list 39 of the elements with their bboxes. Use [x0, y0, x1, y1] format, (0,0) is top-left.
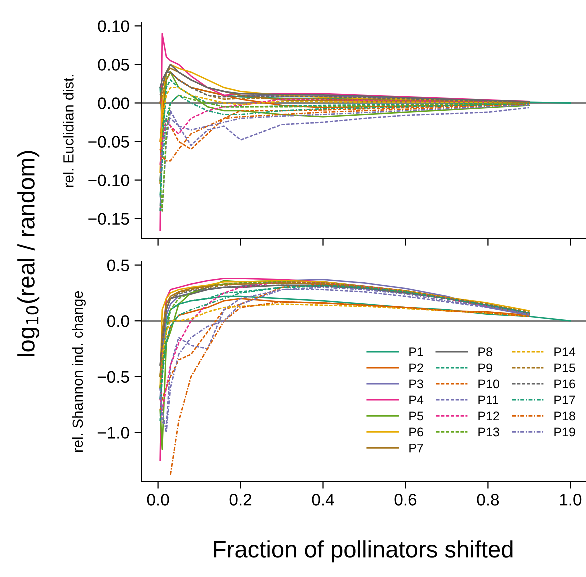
legend-label: P3 [410, 380, 424, 389]
legend-label: P9 [478, 364, 492, 373]
y-tick-label: 0.0 [107, 316, 130, 328]
y-axis-title: rel. Euclidian dist. [63, 75, 74, 188]
y-tick-label: 0.5 [107, 260, 130, 272]
y-tick-label: −1.0 [98, 427, 130, 439]
legend-label: P1 [410, 348, 424, 356]
legend-label: P8 [478, 348, 492, 357]
legend-label: P12 [478, 412, 500, 421]
legend-label: P16 [554, 380, 576, 389]
legend-label: P2 [410, 364, 424, 372]
legend-label: P10 [478, 380, 500, 389]
x-tick-label: 0.4 [312, 494, 334, 506]
y-tick-label: −0.15 [88, 213, 130, 226]
x-tick-label: 0.0 [147, 494, 170, 506]
legend-label: P6 [410, 428, 424, 437]
y-tick-label: 0.05 [98, 59, 130, 71]
y-axis-title: rel. Shannon ind. change [72, 291, 86, 452]
legend-label: P11 [478, 396, 498, 404]
x-tick-label: 0.8 [477, 494, 500, 506]
y-tick-label: −0.05 [88, 136, 130, 148]
legend-label: P5 [410, 412, 424, 421]
legend-label: P19 [554, 428, 576, 437]
x-axis-title: Fraction of pollinators shifted [214, 540, 513, 563]
legend-label: P7 [410, 444, 424, 453]
legend-label: P17 [554, 396, 576, 404]
legend-label: P18 [554, 412, 576, 421]
y-tick-label: 0.00 [98, 98, 130, 110]
legend-label: P13 [478, 428, 500, 437]
x-tick-label: 1.0 [560, 494, 582, 506]
y-tick-label: −0.5 [98, 371, 130, 384]
legend-label: P15 [554, 364, 576, 373]
legend-label: P4 [410, 396, 424, 404]
y-tick-label: 0.10 [98, 20, 130, 32]
text: log$_{10}$(real / random) [18, 151, 40, 356]
x-tick-label: 0.6 [394, 494, 417, 506]
legend-label: P14 [554, 348, 576, 356]
y-tick-label: −0.10 [88, 174, 130, 187]
x-tick-label: 0.2 [230, 494, 252, 506]
